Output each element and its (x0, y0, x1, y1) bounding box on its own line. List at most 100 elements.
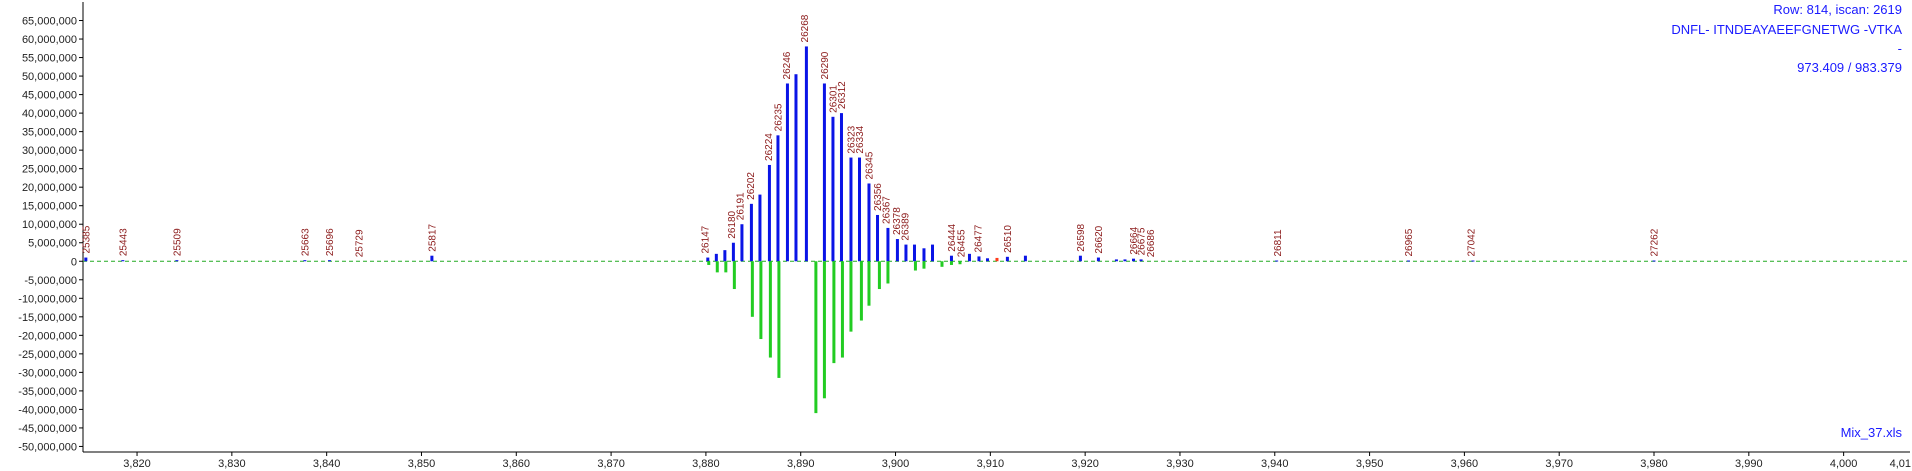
y-tick-label: 50,000,000 (22, 71, 77, 83)
peak-bar (912, 244, 916, 262)
peak-bar (840, 261, 844, 358)
peak-bar (949, 261, 953, 265)
y-tick-label: -15,000,000 (18, 312, 77, 324)
peak-bar (895, 239, 899, 262)
peak-label: 26367 (882, 196, 893, 224)
y-tick-label: -50,000,000 (18, 441, 77, 453)
x-tick-label: 3,830 (218, 458, 246, 470)
peak-bar (985, 258, 989, 262)
peak-bar (750, 261, 754, 317)
peak-label: 26811 (1273, 229, 1284, 257)
peak-bar (1406, 260, 1410, 262)
x-tick-label: 3,880 (692, 458, 720, 470)
peak-bar (1275, 260, 1279, 262)
x-tick-label: 3,930 (1166, 458, 1194, 470)
peak-bar (859, 261, 863, 321)
peak-label: 27262 (1650, 228, 1661, 256)
x-tick-label: 3,940 (1261, 458, 1289, 470)
peak-bar (759, 261, 763, 340)
y-tick-label: 65,000,000 (22, 16, 77, 28)
x-tick-label: 3,890 (787, 458, 815, 470)
peak-bar (922, 248, 926, 262)
peak-label: 26620 (1094, 225, 1105, 253)
y-tick-label: 25,000,000 (22, 164, 77, 176)
peak-bar (1005, 256, 1009, 262)
peak-bar (1023, 255, 1027, 262)
peak-bar (121, 260, 125, 262)
y-tick-label: -25,000,000 (18, 349, 77, 361)
peak-bar (931, 244, 935, 262)
peak-label: 26147 (700, 225, 711, 253)
info-line: - (1898, 41, 1902, 56)
y-tick-label: 35,000,000 (22, 127, 77, 139)
y-tick-label: 55,000,000 (22, 53, 77, 65)
y-tick-label: 60,000,000 (22, 34, 77, 46)
peak-bar (794, 74, 798, 262)
peak-label: 26965 (1404, 228, 1415, 256)
peak-label: 26598 (1076, 223, 1087, 251)
peak-bar (913, 261, 917, 271)
peak-label: 26510 (1003, 225, 1014, 253)
y-tick-label: -40,000,000 (18, 404, 77, 416)
y-tick-label: 45,000,000 (22, 90, 77, 102)
info-line: 973.409 / 983.379 (1797, 60, 1902, 75)
peak-bar (877, 261, 881, 290)
y-tick-label: 20,000,000 (22, 182, 77, 194)
peak-bar (958, 261, 962, 265)
peak-label: 26323 (846, 125, 857, 153)
peak-bar (1114, 259, 1118, 262)
peak-bar (904, 244, 908, 262)
peak-label: 26444 (947, 223, 958, 251)
peak-label: 26202 (746, 172, 757, 200)
peak-bar (749, 203, 753, 262)
y-tick-label: 5,000,000 (28, 238, 77, 250)
x-tick-label: 3,840 (313, 458, 341, 470)
y-tick-label: -45,000,000 (18, 423, 77, 435)
peak-label: 26356 (873, 183, 884, 211)
peak-bar (731, 242, 735, 262)
peak-label: 27042 (1467, 228, 1478, 256)
peak-label: 26686 (1146, 229, 1157, 257)
peak-bar (785, 83, 789, 262)
y-tick-label: -35,000,000 (18, 386, 77, 398)
peak-bar (1096, 257, 1100, 262)
peak-bar (723, 250, 727, 262)
peak-bar (768, 261, 772, 358)
x-tick-label: 3,960 (1451, 458, 1479, 470)
peak-label: 26235 (773, 103, 784, 131)
peak-bar (1123, 259, 1127, 262)
x-tick-label: 4,000 (1830, 458, 1858, 470)
peak-bar (732, 261, 736, 290)
y-tick-label: 40,000,000 (22, 108, 77, 120)
peak-bar (1132, 258, 1136, 262)
peak-bar (1078, 255, 1082, 262)
peak-label: 25696 (325, 228, 336, 256)
peak-label: 26246 (782, 51, 793, 79)
peak-label: 26301 (828, 85, 839, 113)
peak-bar (886, 227, 890, 262)
peak-bar (822, 261, 826, 399)
peak-bar (776, 135, 780, 262)
peak-label: 26455 (956, 229, 967, 257)
peak-bar (303, 260, 307, 262)
peak-bar (740, 224, 744, 262)
info-line: Row: 814, iscan: 2619 (1773, 2, 1902, 17)
peak-bar (814, 261, 818, 414)
peak-bar (886, 261, 890, 284)
x-tick-label: 3,950 (1356, 458, 1384, 470)
peak-bar (867, 183, 871, 262)
peak-label: 26675 (1137, 227, 1148, 255)
peak-bar (831, 116, 835, 262)
peak-bar (804, 46, 808, 262)
peak-bar (714, 253, 718, 262)
peak-bar (822, 83, 826, 262)
info-line: DNFL- ITNDEAYAEEFGNETWG -VTKA (1671, 22, 1902, 37)
peak-bar (84, 257, 88, 262)
peak-bar (876, 214, 880, 262)
x-tick-label: 3,910 (977, 458, 1005, 470)
peak-bar (328, 260, 332, 262)
peak-bar (949, 255, 953, 262)
peak-label: 26224 (764, 133, 775, 161)
